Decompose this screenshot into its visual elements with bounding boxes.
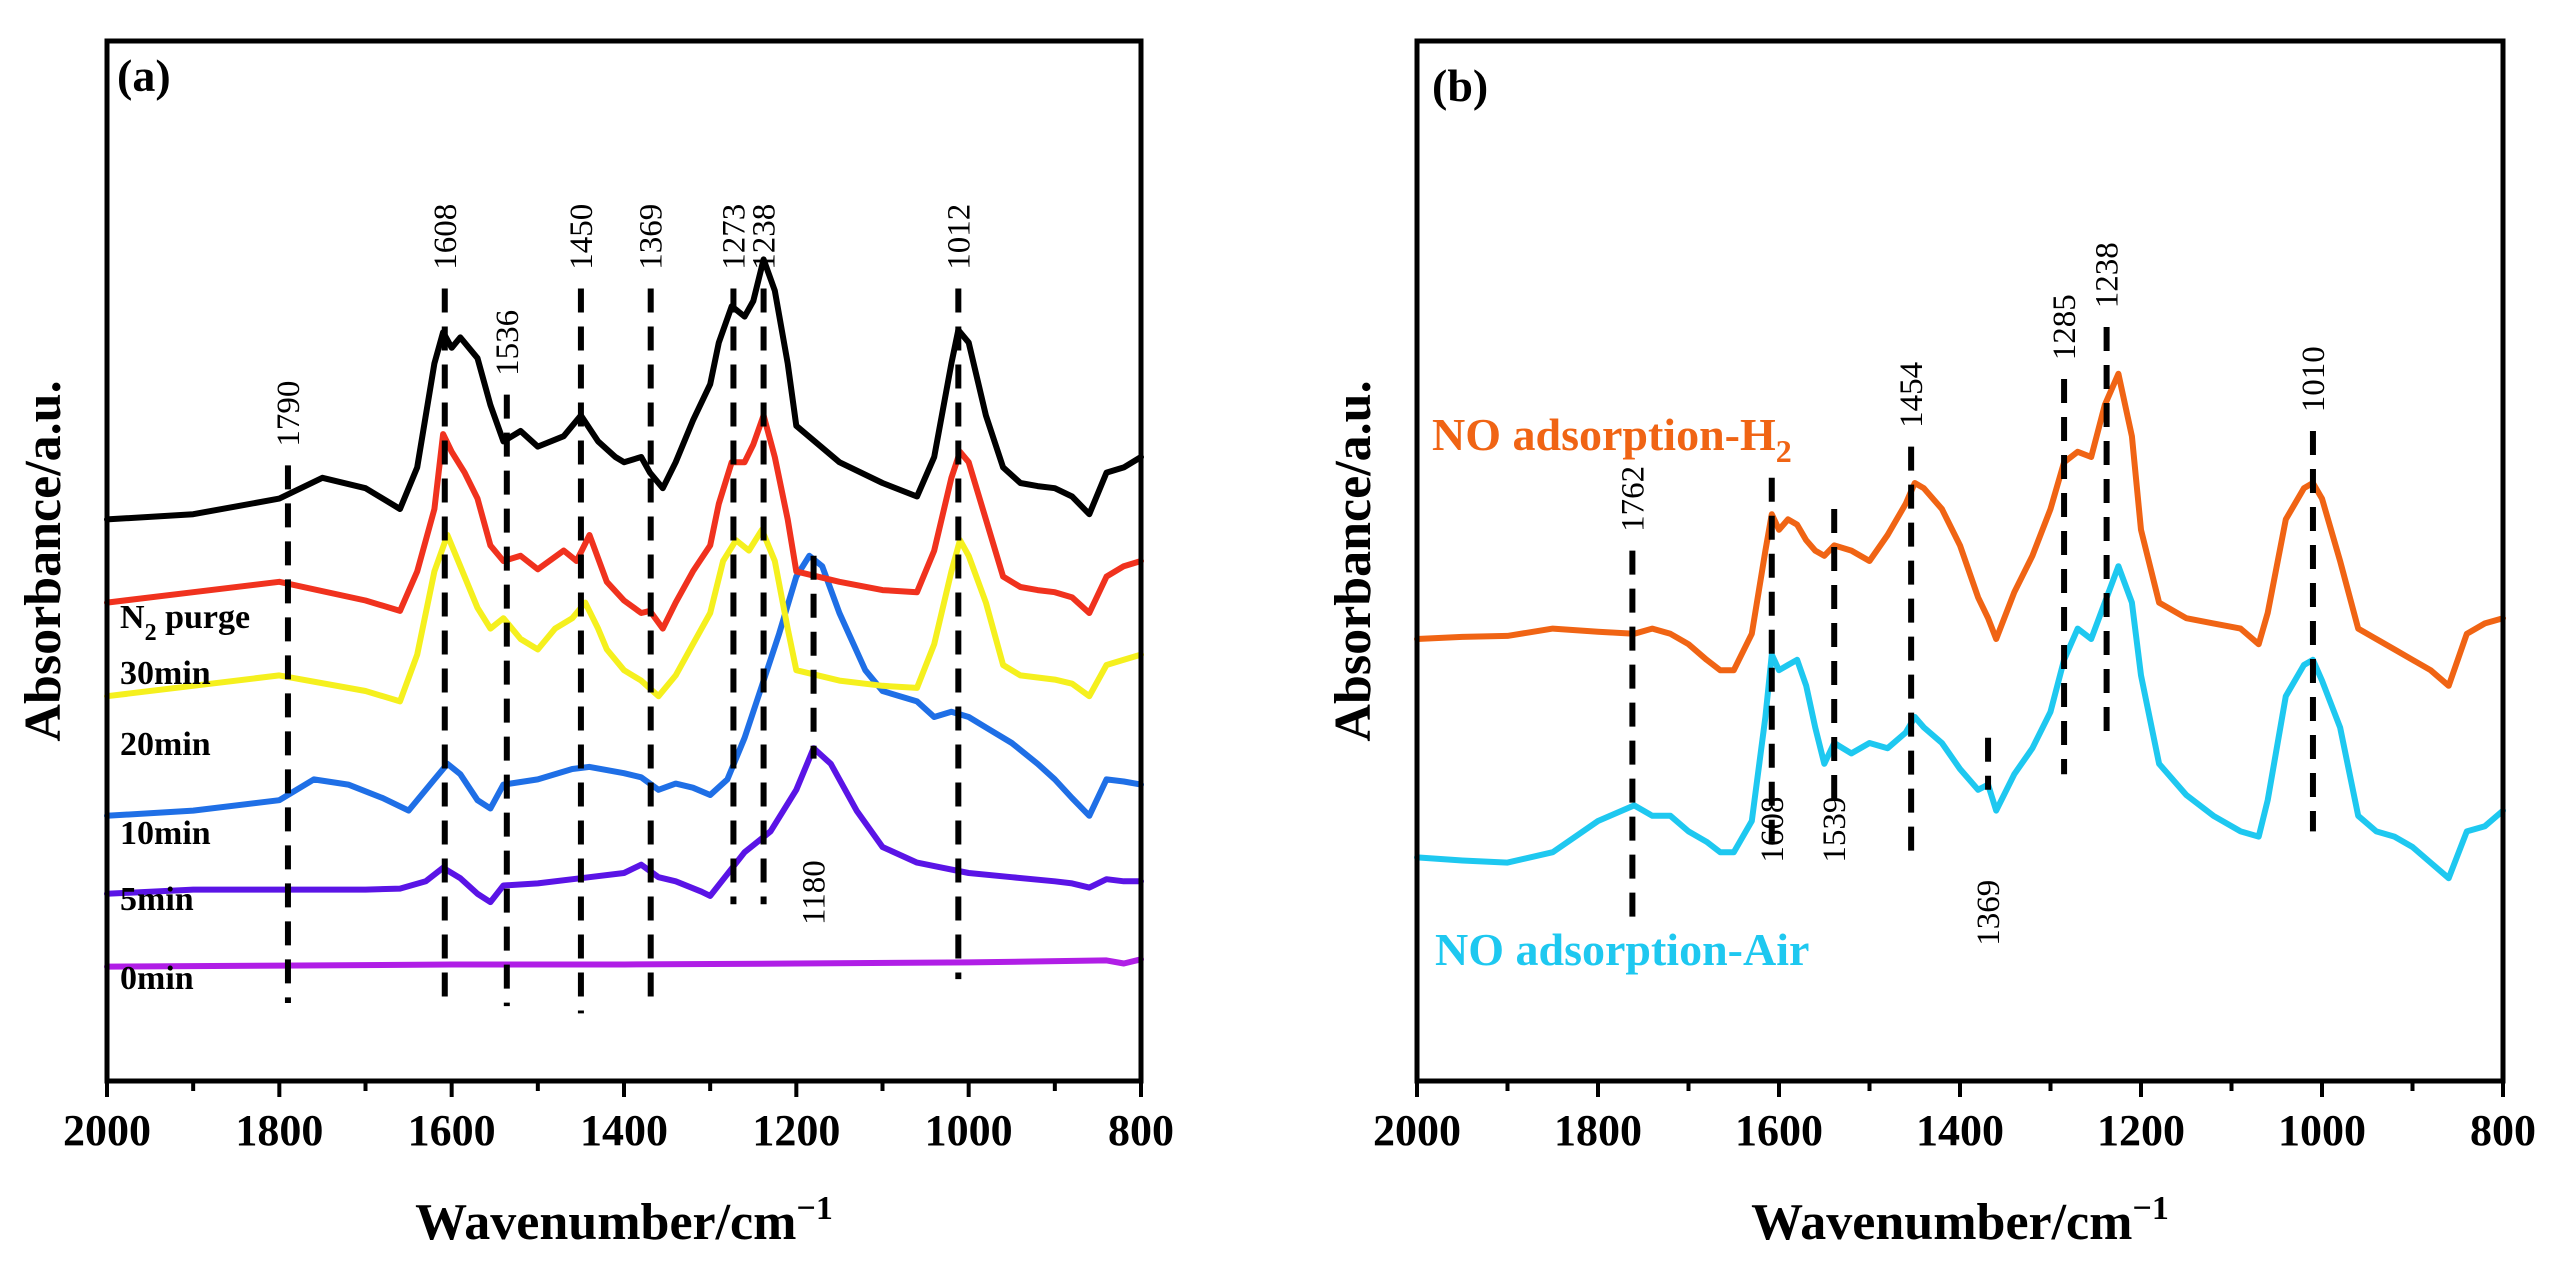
series-label-main: NO adsorption-H [1432, 409, 1776, 460]
series-line-0min [104, 956, 1144, 970]
series-label-main: N [120, 599, 145, 636]
series-line-5min [104, 745, 1144, 906]
peak-label-1454: 1454 [1894, 362, 1930, 428]
x-axis-label: Wavenumber/cm−1 [415, 1190, 833, 1251]
peak-label-1285: 1285 [2047, 294, 2083, 360]
series-label-30min: 30min [120, 655, 211, 692]
series-label-main: 30min [120, 655, 211, 692]
x-tick-label: 2000 [1373, 1106, 1461, 1155]
y-axis-label: Absorbance/a.u. [1325, 380, 1382, 741]
x-tick-label: 1200 [752, 1106, 840, 1155]
series-label-main: 5min [120, 881, 194, 918]
series-label-main: 0min [120, 960, 194, 997]
peak-label-1539: 1539 [1817, 797, 1853, 863]
peak-label-1010: 1010 [2296, 346, 2332, 412]
series-label-no-adsorption-air: NO adsorption-Air [1435, 924, 1809, 975]
series-label-main: 20min [120, 726, 211, 763]
x-axis-label-text: Wavenumber/cm [1751, 1194, 2132, 1251]
x-tick-label: 1000 [2278, 1106, 2366, 1155]
panel-tag: (a) [117, 50, 171, 101]
series-line-20min [104, 526, 1144, 705]
series-label-no-adsorption-h2: NO adsorption-H2 [1432, 409, 1792, 469]
series-label-rest: purge [157, 599, 251, 636]
x-axis-label-sup: −1 [796, 1190, 832, 1227]
peak-label-1012: 1012 [941, 204, 977, 270]
peak-label-1450: 1450 [564, 204, 600, 270]
series-label-main: 10min [120, 815, 211, 852]
series-label-0min: 0min [120, 960, 194, 997]
series-label-5min: 5min [120, 881, 194, 918]
series-label-sub: 2 [1776, 433, 1792, 469]
panel-tag: (b) [1432, 60, 1488, 111]
x-tick-label: 800 [2470, 1106, 2536, 1155]
x-axis-label: Wavenumber/cm−1 [1751, 1190, 2169, 1251]
x-tick-label: 1000 [925, 1106, 1013, 1155]
series-label-sub: 2 [145, 620, 157, 646]
series-label-10min: 10min [120, 815, 211, 852]
series-label-main: NO adsorption-Air [1435, 924, 1809, 975]
series-line-no-adsorption-h2 [1414, 370, 2506, 689]
series-line-10min [104, 552, 1144, 819]
x-axis-label-sup: −1 [2132, 1190, 2168, 1227]
peak-label-1790: 1790 [271, 381, 307, 447]
y-axis-label: Absorbance/a.u. [15, 380, 72, 741]
peak-label-1369: 1369 [1971, 880, 2007, 946]
x-tick-label: 1400 [1916, 1106, 2004, 1155]
x-tick-label: 1800 [235, 1106, 323, 1155]
peak-label-1238: 1238 [2090, 242, 2126, 308]
series-line-no-adsorption-air [1414, 563, 2506, 882]
peak-label-1608: 1608 [428, 204, 464, 270]
x-tick-label: 1400 [580, 1106, 668, 1155]
peak-label-1180: 1180 [797, 860, 833, 925]
series-line-30min [104, 412, 1144, 632]
x-tick-label: 1600 [408, 1106, 496, 1155]
peak-label-1762: 1762 [1615, 466, 1651, 532]
series-line-n2-purge [104, 256, 1144, 523]
x-tick-label: 2000 [63, 1106, 151, 1155]
x-tick-label: 1800 [1554, 1106, 1642, 1155]
x-tick-label: 1200 [2097, 1106, 2185, 1155]
peak-label-1608: 1608 [1755, 797, 1791, 863]
peak-label-1369: 1369 [634, 204, 670, 270]
x-tick-label: 1600 [1735, 1106, 1823, 1155]
x-tick-label: 800 [1108, 1106, 1174, 1155]
series-label-20min: 20min [120, 726, 211, 763]
plot-frame [104, 38, 1144, 1084]
peak-label-1238: 1238 [747, 204, 783, 270]
x-axis-label-text: Wavenumber/cm [415, 1194, 796, 1251]
peak-label-1273: 1273 [716, 204, 752, 270]
series-label-n2-purge: N2 purge [120, 599, 250, 646]
peak-label-1536: 1536 [490, 310, 526, 376]
